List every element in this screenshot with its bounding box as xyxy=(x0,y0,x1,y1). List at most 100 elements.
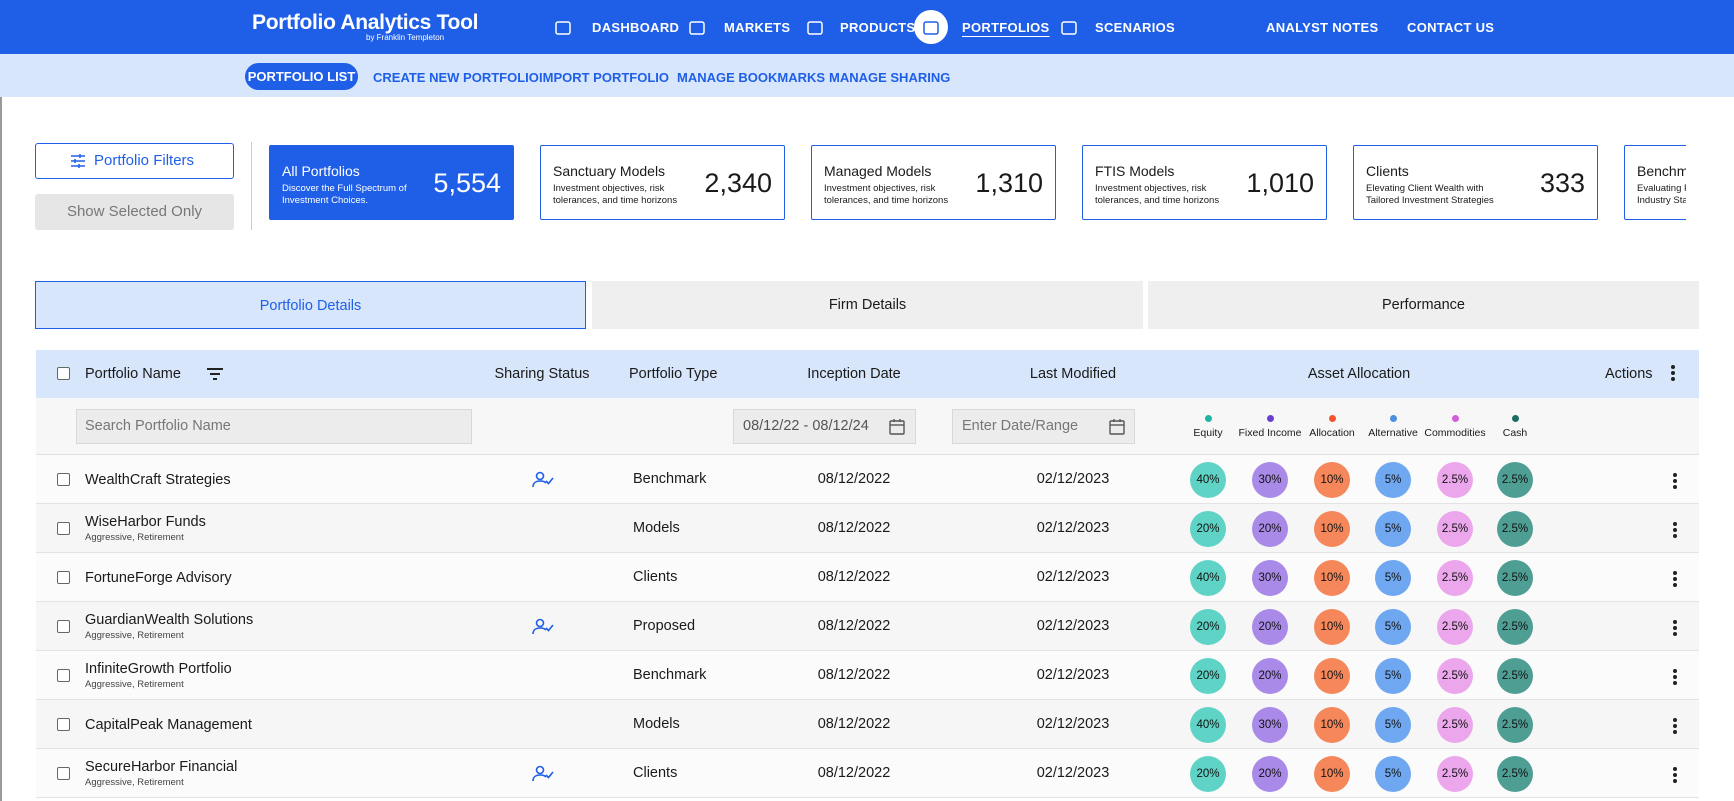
app-title[interactable]: Portfolio Analytics Tool xyxy=(252,11,479,34)
portfolio-name[interactable]: FortuneForge Advisory xyxy=(85,570,232,586)
inception-date: 08/12/2022 xyxy=(817,471,891,487)
subnav-item[interactable]: MANAGE SHARING xyxy=(829,70,951,85)
allocation-badge: 2.5% xyxy=(1497,707,1533,743)
modified-date: 02/12/2023 xyxy=(1036,520,1110,536)
inception-date: 08/12/2022 xyxy=(817,716,891,732)
toggle-button[interactable]: Show Selected Only xyxy=(35,194,234,230)
nav-link[interactable]: ANALYST NOTES xyxy=(1266,20,1379,35)
asset-class-label: Allocation xyxy=(1309,427,1355,439)
portfolio-type: Benchmark xyxy=(633,471,707,487)
column-header: Portfolio Name xyxy=(85,366,181,382)
allocation-badge: 2.5% xyxy=(1437,560,1473,596)
checkbox[interactable] xyxy=(57,669,70,682)
nav-item[interactable]: MARKETS xyxy=(724,20,791,35)
asset-class-label: Commodities xyxy=(1424,427,1486,439)
allocation-badge: 30% xyxy=(1252,462,1288,498)
left-border xyxy=(0,97,2,801)
summary-card[interactable]: Managed Models Investment objectives, ris… xyxy=(811,145,1056,220)
allocation-badge: 2.5% xyxy=(1497,609,1533,645)
checkbox[interactable] xyxy=(57,473,70,486)
summary-card[interactable]: Sanctuary Models Investment objectives, r… xyxy=(540,145,785,220)
more-icon xyxy=(1672,717,1678,735)
allocation-badge: 30% xyxy=(1252,707,1288,743)
portfolio-type: Clients xyxy=(633,569,678,585)
cards-clip: All Portfolios Discover the Full Spectrum… xyxy=(260,140,1686,230)
portfolio-type: Models xyxy=(633,520,680,536)
card-description: Discover the Full Spectrum of Investment… xyxy=(282,183,407,206)
column-header: Sharing Status xyxy=(494,366,590,382)
calendar-icon xyxy=(889,418,905,435)
subnav-item[interactable]: IMPORT PORTFOLIO xyxy=(539,70,669,85)
card-title: FTIS Models xyxy=(1095,163,1175,179)
checkbox[interactable] xyxy=(57,718,70,731)
tab[interactable]: Performance xyxy=(1148,281,1699,329)
card-description: Evaluating Portfolios Against Industry S… xyxy=(1637,183,1686,206)
portfolio-tags: Aggressive, Retirement xyxy=(85,630,184,641)
allocation-badge: 5% xyxy=(1375,707,1411,743)
nav-item[interactable]: DASHBOARD xyxy=(592,20,680,35)
checkbox[interactable] xyxy=(57,767,70,780)
allocation-badge: 40% xyxy=(1190,462,1226,498)
legend-dot xyxy=(1452,415,1459,422)
filter-icon xyxy=(70,153,86,169)
calendar-icon xyxy=(1109,418,1125,435)
legend-dot xyxy=(1390,415,1397,422)
checkbox[interactable] xyxy=(57,571,70,584)
checkbox[interactable] xyxy=(57,620,70,633)
nav-item[interactable]: PRODUCTS xyxy=(840,20,916,35)
nav-link[interactable]: CONTACT US xyxy=(1407,20,1495,35)
allocation-badge: 40% xyxy=(1190,707,1226,743)
inception-date: 08/12/2022 xyxy=(817,520,891,536)
allocation-badge: 5% xyxy=(1375,756,1411,792)
allocation-badge: 10% xyxy=(1314,560,1350,596)
date-input[interactable]: Enter Date/Range xyxy=(952,409,1135,444)
allocation-badge: 5% xyxy=(1375,658,1411,694)
portfolio-name[interactable]: SecureHarbor Financial xyxy=(85,759,238,775)
legend-dot xyxy=(1329,415,1336,422)
checkbox[interactable] xyxy=(57,367,70,380)
portfolio-name[interactable]: InfiniteGrowth Portfolio xyxy=(85,661,232,677)
summary-card[interactable]: Benchmarks Evaluating Portfolios Against … xyxy=(1624,145,1686,220)
tab[interactable]: Portfolio Details xyxy=(35,281,586,329)
card-title: Clients xyxy=(1366,163,1409,179)
portfolio-tags: Aggressive, Retirement xyxy=(85,679,184,690)
tab[interactable]: Firm Details xyxy=(592,281,1143,329)
portfolio-name[interactable]: WiseHarbor Funds xyxy=(85,514,206,530)
inception-date: 08/12/2022 xyxy=(817,569,891,585)
card-count: 5,554 xyxy=(433,168,501,198)
more-icon xyxy=(1672,570,1678,588)
subnav-pill[interactable]: PORTFOLIO LIST xyxy=(245,63,358,90)
allocation-badge: 2.5% xyxy=(1497,756,1533,792)
portfolio-name[interactable]: CapitalPeak Management xyxy=(85,717,252,733)
portfolio-name[interactable]: GuardianWealth Solutions xyxy=(85,612,254,628)
asset-class-label: Equity xyxy=(1193,427,1223,439)
summary-card[interactable]: All Portfolios Discover the Full Spectrum… xyxy=(269,145,514,220)
nav-item[interactable]: PORTFOLIOS xyxy=(962,20,1050,35)
modified-date: 02/12/2023 xyxy=(1036,618,1110,634)
card-description: Investment objectives, risk tolerances, … xyxy=(824,183,949,206)
portfolio-type: Benchmark xyxy=(633,667,707,683)
allocation-badge: 20% xyxy=(1190,658,1226,694)
portfolio-name[interactable]: WealthCraft Strategies xyxy=(85,472,231,488)
subnav-item[interactable]: CREATE NEW PORTFOLIO xyxy=(373,70,539,85)
column-header: Asset Allocation xyxy=(1307,366,1411,382)
date-input[interactable]: 08/12/22 - 08/12/24 xyxy=(733,409,916,444)
allocation-badge: 2.5% xyxy=(1437,707,1473,743)
legend-dot xyxy=(1267,415,1274,422)
allocation-badge: 5% xyxy=(1375,511,1411,547)
summary-card[interactable]: Clients Elevating Client Wealth with Tail… xyxy=(1353,145,1598,220)
table-row xyxy=(36,651,1699,700)
allocation-badge: 20% xyxy=(1190,609,1226,645)
search-input[interactable]: Search Portfolio Name xyxy=(76,409,472,444)
more-icon xyxy=(1672,619,1678,637)
summary-card[interactable]: FTIS Models Investment objectives, risk t… xyxy=(1082,145,1327,220)
portfolio-type: Proposed xyxy=(633,618,696,634)
filter-button[interactable]: Portfolio Filters xyxy=(35,143,234,179)
allocation-badge: 20% xyxy=(1190,756,1226,792)
subnav-item[interactable]: MANAGE BOOKMARKS xyxy=(677,70,826,85)
allocation-badge: 30% xyxy=(1252,560,1288,596)
allocation-badge: 10% xyxy=(1314,609,1350,645)
checkbox[interactable] xyxy=(57,522,70,535)
nav-item[interactable]: SCENARIOS xyxy=(1095,20,1175,35)
allocation-badge: 5% xyxy=(1375,609,1411,645)
